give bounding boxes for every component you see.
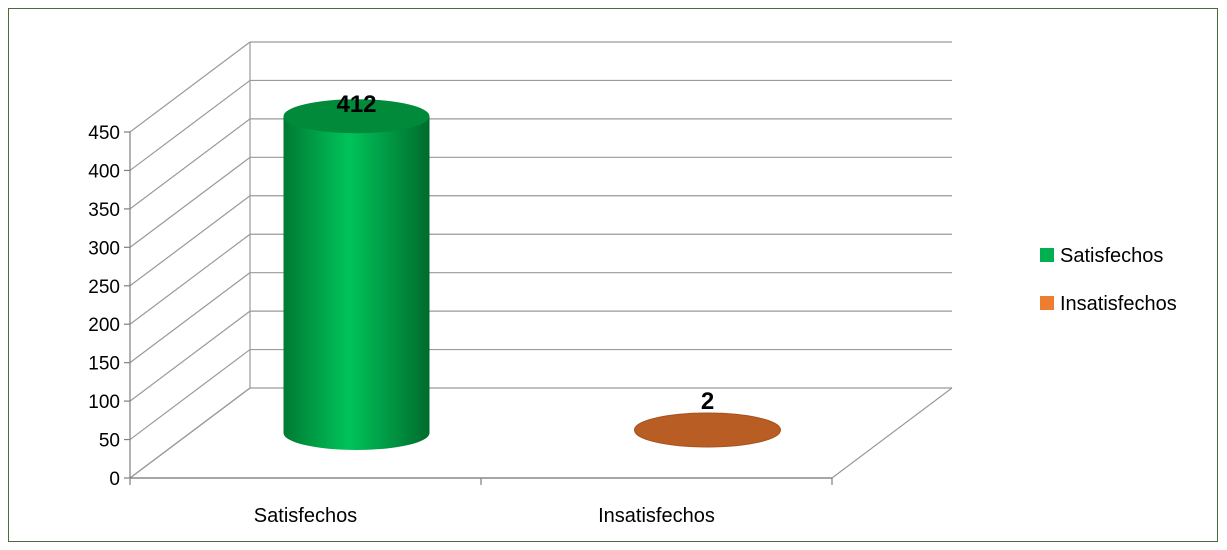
gridline-side <box>129 195 251 287</box>
bars <box>283 99 781 451</box>
legend-swatch <box>1040 296 1054 310</box>
chart-walls <box>129 42 953 479</box>
data-label: 412 <box>336 91 376 118</box>
y-tick-label: 350 <box>88 200 120 221</box>
data-label: 2 <box>701 388 714 415</box>
gridline-side <box>129 156 251 248</box>
x-category-label: Insatisfechos <box>598 505 715 527</box>
gridline-side <box>129 272 251 364</box>
chart-frame <box>8 8 1218 542</box>
legend-label: Satisfechos <box>1060 245 1163 267</box>
y-axis: 0 50 100 150 200 250 300 350 400 450 <box>88 123 131 490</box>
y-tick-label: 200 <box>88 315 120 336</box>
y-tick-label: 150 <box>88 354 120 375</box>
y-tick-label: 400 <box>88 161 120 182</box>
gridline-side <box>129 349 251 441</box>
gridline-side <box>129 118 251 210</box>
gridline-side <box>129 310 251 402</box>
y-tick-label: 0 <box>109 469 120 490</box>
x-axis: Satisfechos Insatisfechos <box>129 477 833 527</box>
y-tick-label: 100 <box>88 392 120 413</box>
cylinder-top <box>634 412 781 448</box>
y-tick-label: 300 <box>88 238 120 259</box>
legend-swatch <box>1040 248 1054 262</box>
cylinder-top <box>283 99 430 134</box>
floor-edge <box>130 387 953 479</box>
data-labels: 412 2 <box>336 91 714 415</box>
gridline-side <box>129 233 251 325</box>
y-tick-label: 250 <box>88 277 120 298</box>
legend-label: Insatisfechos <box>1060 293 1177 315</box>
legend: Satisfechos Insatisfechos <box>1040 245 1177 315</box>
cylinder-body <box>283 116 430 451</box>
x-category-label: Satisfechos <box>254 505 357 527</box>
gridline-side <box>129 79 251 171</box>
gridline-side <box>129 41 251 133</box>
y-tick-label: 450 <box>88 123 120 144</box>
gridlines <box>129 41 952 479</box>
gridline-side <box>129 387 251 479</box>
y-tick-label: 50 <box>99 431 120 452</box>
